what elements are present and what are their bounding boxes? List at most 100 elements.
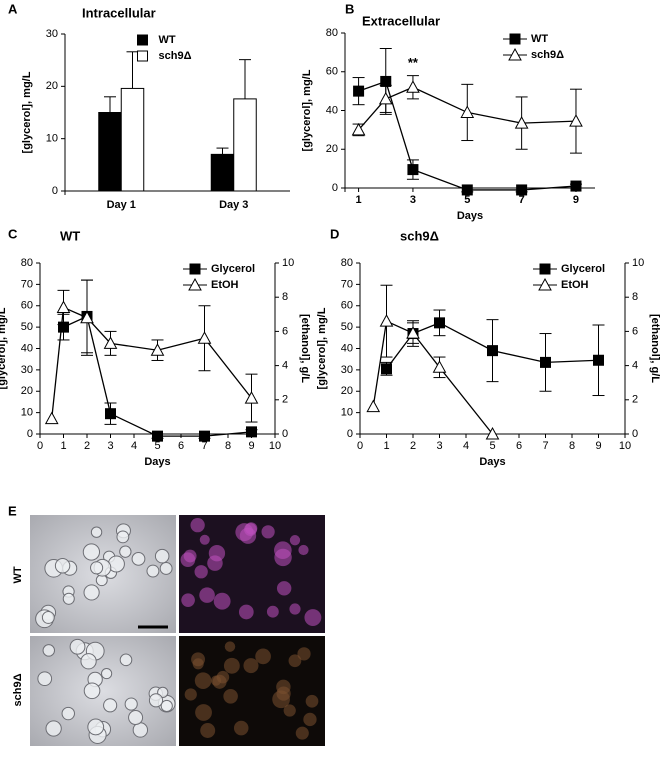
x-tick-label: 7: [542, 440, 548, 452]
y-axis-label: [glycerol], mg/L: [21, 71, 33, 153]
point: [570, 180, 582, 192]
cell: [223, 689, 238, 704]
x-axis-label: Days: [479, 456, 505, 468]
point: [80, 310, 94, 324]
panel-letter: D: [330, 226, 339, 241]
point: [353, 85, 365, 97]
cell: [289, 603, 301, 615]
x-tick-label: 7: [201, 440, 207, 452]
y2-tick-label: 2: [632, 394, 638, 406]
x-tick-label: 4: [131, 440, 137, 452]
y2-tick-label: 8: [632, 291, 638, 303]
legend-label: EtOH: [211, 279, 239, 291]
y-tick-label: 0: [27, 428, 33, 440]
y-tick-label: 10: [341, 407, 353, 419]
legend-label: EtOH: [561, 279, 589, 291]
cell: [238, 604, 254, 620]
y-tick-label: 10: [46, 133, 58, 145]
x-tick-label: 9: [248, 440, 254, 452]
chart-title: WT: [60, 228, 80, 243]
x-tick-label: 3: [107, 440, 113, 452]
cell: [119, 653, 133, 667]
legend-swatch: [137, 50, 148, 62]
y-tick-label: 70: [21, 278, 33, 290]
y-tick-label: 50: [21, 321, 33, 333]
cell: [223, 657, 240, 674]
y-tick-label: 40: [341, 342, 353, 354]
legend-label: WT: [159, 34, 176, 46]
point: [540, 356, 551, 368]
y2-tick-label: 2: [282, 394, 288, 406]
y-tick-label: 20: [21, 385, 33, 397]
y-tick-label: 20: [46, 80, 58, 92]
legend-label: Glycerol: [211, 263, 255, 275]
cell: [194, 672, 212, 689]
cell: [101, 668, 113, 680]
y-axis-label: [glycerol], mg/L: [316, 307, 328, 389]
cell: [190, 517, 205, 533]
bar: [98, 112, 122, 192]
y2-tick-label: 10: [632, 257, 644, 269]
y2-tick-label: 10: [282, 257, 294, 269]
y-axis-label: [glycerol], mg/L: [301, 69, 313, 151]
x-tick-label: 5: [154, 440, 160, 452]
x-tick-label: 9: [573, 194, 579, 206]
cell: [243, 658, 259, 674]
y2-tick-label: 6: [282, 325, 288, 337]
y-tick-label: 20: [341, 385, 353, 397]
x-tick-label: 3: [436, 440, 442, 452]
point: [44, 411, 59, 425]
cell: [274, 548, 292, 567]
cell: [192, 658, 204, 670]
cell: [62, 592, 75, 605]
y-tick-label: 10: [21, 407, 33, 419]
point: [460, 105, 475, 118]
point: [487, 345, 498, 357]
cell: [305, 694, 319, 708]
x-tick-label: 2: [410, 440, 416, 452]
cell: [195, 704, 212, 721]
cell: [160, 699, 173, 713]
x-tick-label: 7: [519, 194, 525, 206]
series-line: [51, 306, 253, 419]
point: [516, 184, 528, 196]
x-tick-label: 6: [516, 440, 522, 452]
cell: [276, 686, 291, 701]
panel-letter: B: [345, 1, 354, 16]
x-tick-label: Day 3: [219, 199, 248, 211]
x-tick-label: 5: [464, 194, 470, 206]
cell: [216, 670, 230, 684]
cell: [54, 558, 71, 574]
cell: [297, 647, 311, 661]
cell: [37, 671, 53, 687]
cell: [244, 523, 257, 536]
point: [188, 277, 202, 291]
cell: [266, 605, 279, 618]
cell: [148, 693, 164, 708]
chart-title: sch9Δ: [400, 228, 439, 243]
series-line: [63, 315, 252, 437]
y-tick-label: 40: [21, 342, 33, 354]
cell: [255, 648, 271, 665]
cells: [35, 517, 322, 744]
cell: [289, 535, 301, 546]
cell: [80, 653, 97, 670]
y-tick-label: 30: [341, 364, 353, 376]
point: [432, 360, 447, 373]
cell: [103, 698, 118, 713]
y-tick-label: 40: [326, 104, 338, 116]
y-tick-label: 0: [347, 428, 353, 440]
cell: [298, 544, 309, 556]
cell: [213, 592, 231, 610]
cell: [200, 723, 216, 738]
point: [197, 331, 212, 344]
cell: [288, 654, 302, 668]
y2-tick-label: 8: [282, 291, 288, 303]
point: [569, 114, 583, 127]
point: [56, 300, 71, 313]
cell: [261, 525, 275, 539]
cell: [304, 609, 322, 626]
cell: [69, 638, 86, 655]
point: [514, 116, 529, 129]
cell: [83, 584, 100, 601]
